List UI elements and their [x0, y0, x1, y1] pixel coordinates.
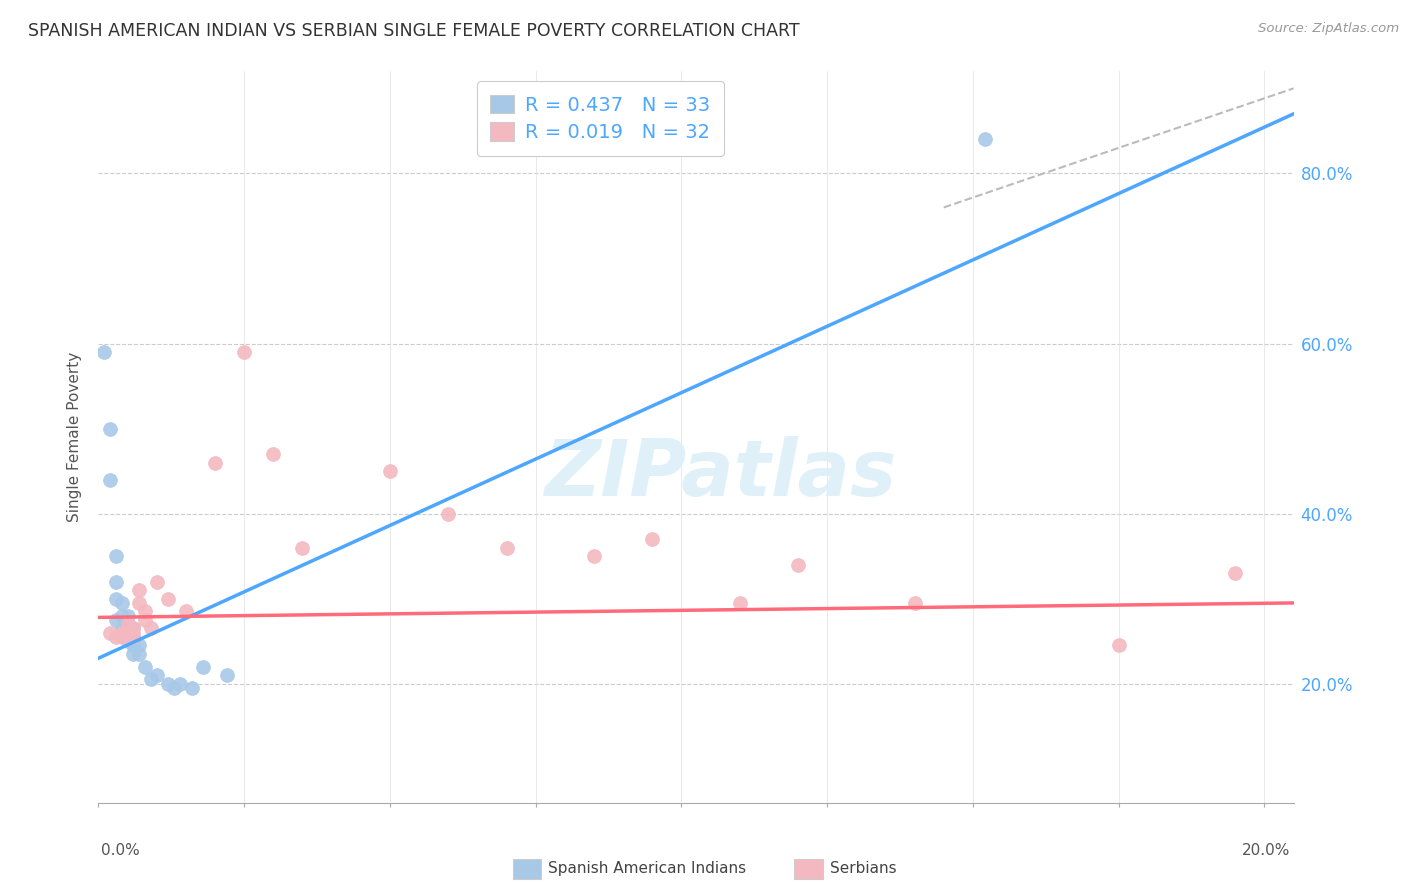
- Point: [104, 591, 127, 606]
- Point: [128, 639, 150, 653]
- Point: [122, 625, 145, 640]
- Point: [122, 647, 145, 661]
- Point: [262, 447, 284, 461]
- Point: [117, 625, 139, 640]
- Text: Serbians: Serbians: [830, 862, 896, 876]
- Point: [98, 421, 121, 435]
- Point: [104, 549, 127, 563]
- Point: [233, 345, 256, 359]
- Point: [163, 681, 186, 695]
- Point: [122, 639, 145, 653]
- Point: [169, 677, 191, 691]
- Point: [204, 456, 226, 470]
- Point: [134, 659, 156, 673]
- Point: [117, 617, 139, 632]
- Y-axis label: Single Female Poverty: Single Female Poverty: [67, 352, 83, 522]
- Text: 0.0%: 0.0%: [101, 843, 141, 858]
- Point: [157, 677, 180, 691]
- Point: [145, 574, 167, 589]
- Point: [117, 625, 139, 640]
- Point: [111, 625, 134, 640]
- Point: [111, 596, 134, 610]
- Point: [117, 630, 139, 644]
- Point: [139, 673, 162, 687]
- Point: [1108, 639, 1130, 653]
- Point: [145, 668, 167, 682]
- Legend: R = 0.437   N = 33, R = 0.019   N = 32: R = 0.437 N = 33, R = 0.019 N = 32: [477, 81, 724, 156]
- Point: [437, 507, 460, 521]
- Point: [215, 668, 238, 682]
- Point: [117, 634, 139, 648]
- Point: [157, 591, 180, 606]
- Point: [973, 132, 995, 146]
- Point: [641, 532, 664, 546]
- Point: [111, 622, 134, 636]
- Point: [180, 681, 202, 695]
- Point: [93, 345, 115, 359]
- Point: [495, 541, 517, 555]
- Point: [117, 617, 139, 632]
- Point: [139, 622, 162, 636]
- Point: [98, 625, 121, 640]
- Point: [111, 625, 134, 640]
- Point: [104, 574, 127, 589]
- Point: [193, 659, 215, 673]
- Point: [128, 647, 150, 661]
- Point: [582, 549, 605, 563]
- Point: [104, 630, 127, 644]
- Point: [122, 630, 145, 644]
- Point: [174, 604, 197, 618]
- Point: [134, 604, 156, 618]
- Point: [728, 596, 751, 610]
- Point: [378, 464, 401, 478]
- Point: [122, 630, 145, 644]
- Text: 20.0%: 20.0%: [1243, 843, 1291, 858]
- Point: [98, 473, 121, 487]
- Point: [787, 558, 810, 572]
- Point: [122, 622, 145, 636]
- Text: ZIPatlas: ZIPatlas: [544, 435, 896, 512]
- Text: Source: ZipAtlas.com: Source: ZipAtlas.com: [1258, 22, 1399, 36]
- Point: [111, 630, 134, 644]
- Point: [291, 541, 314, 555]
- Point: [903, 596, 925, 610]
- Point: [128, 596, 150, 610]
- Point: [122, 622, 145, 636]
- Point: [1225, 566, 1247, 581]
- Point: [117, 630, 139, 644]
- Point: [111, 608, 134, 623]
- Text: Spanish American Indians: Spanish American Indians: [548, 862, 747, 876]
- Point: [117, 608, 139, 623]
- Point: [117, 622, 139, 636]
- Point: [134, 613, 156, 627]
- Point: [104, 613, 127, 627]
- Text: SPANISH AMERICAN INDIAN VS SERBIAN SINGLE FEMALE POVERTY CORRELATION CHART: SPANISH AMERICAN INDIAN VS SERBIAN SINGL…: [28, 22, 800, 40]
- Point: [128, 583, 150, 598]
